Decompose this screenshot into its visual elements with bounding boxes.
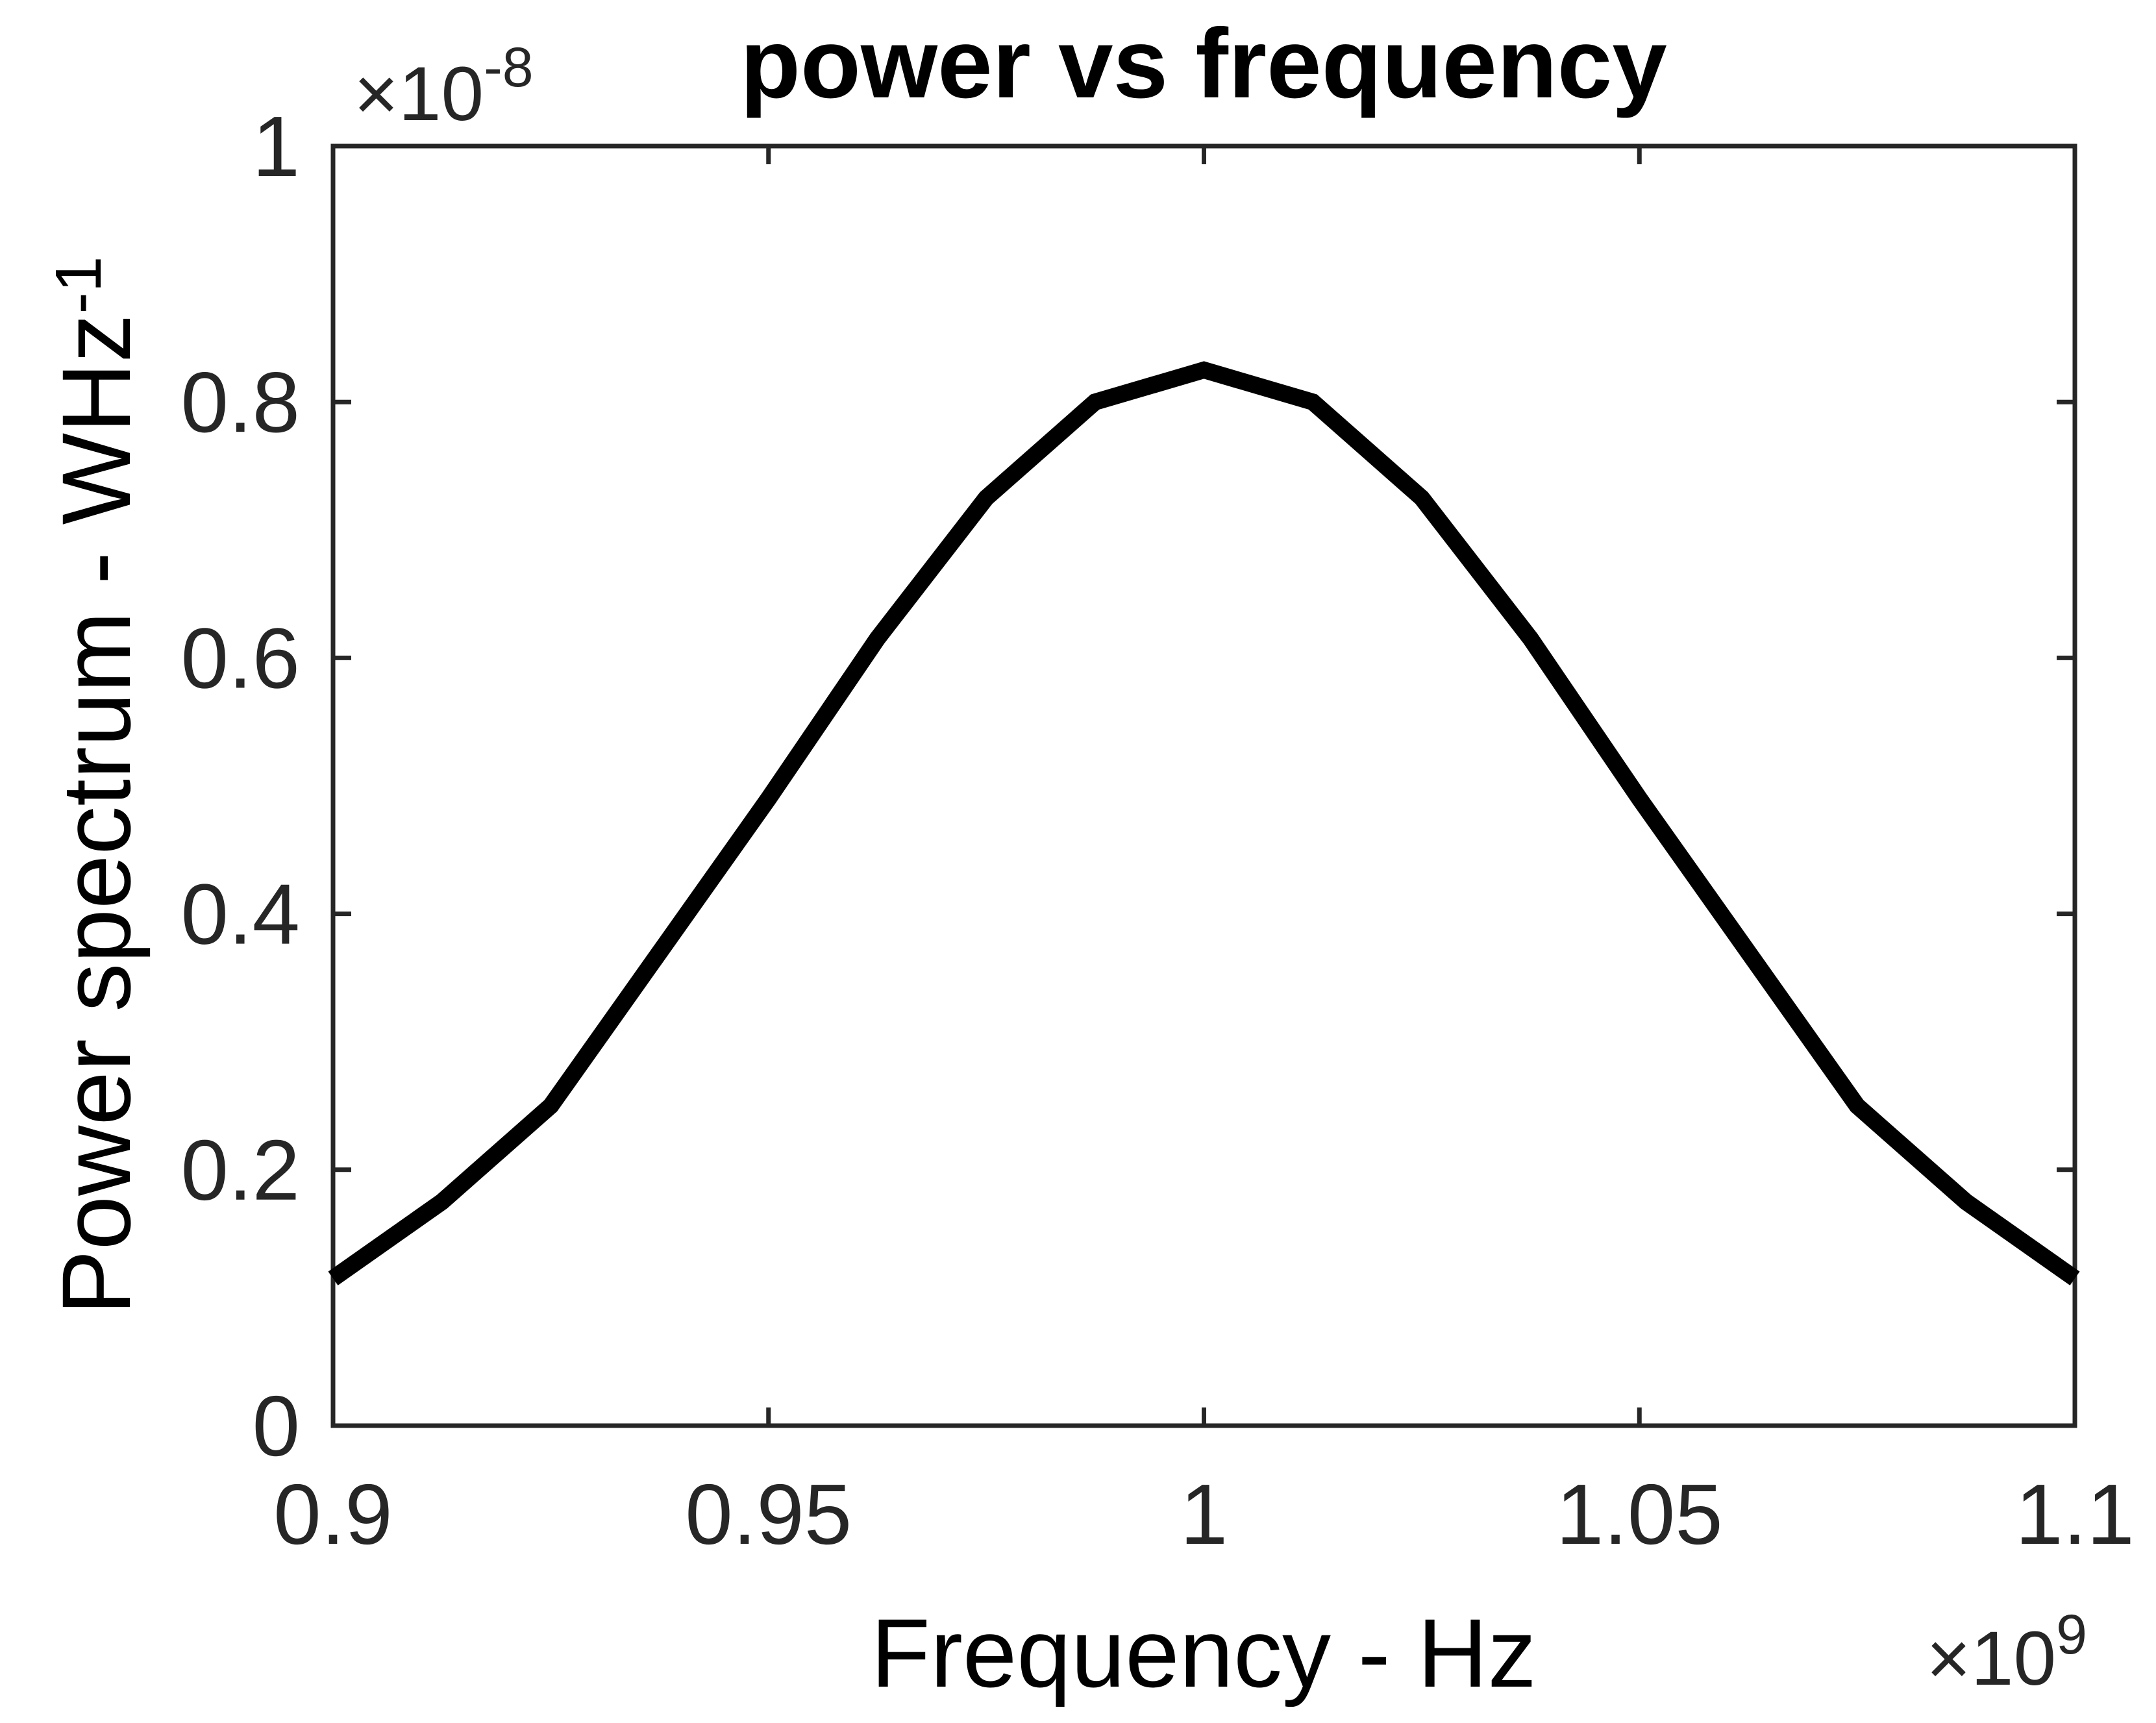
x-tick-labels: 0.9 0.95 1 1.05 1.1 [273, 1467, 2135, 1562]
y-tick-label: 0.4 [181, 867, 301, 962]
y-tick-label: 1 [253, 99, 300, 194]
x-tick-label: 1.05 [1556, 1467, 1723, 1562]
x-axis-exponent: ×109 [1926, 1604, 2087, 1702]
chart-title: power vs frequency [740, 8, 1667, 119]
x-exponent-superscript: 9 [2056, 1604, 2087, 1666]
y-tick-label: 0.2 [181, 1122, 301, 1218]
y-exponent-base: ×10 [354, 51, 484, 137]
x-axis-label: Frequency - Hz [871, 1598, 1536, 1707]
y-tick-labels: 0 0.2 0.4 0.6 0.8 1 [181, 99, 301, 1474]
y-axis-label-base: Power spectrum - WHz [42, 314, 151, 1315]
x-tick-label: 0.95 [685, 1467, 852, 1562]
x-tick-label: 1 [1180, 1467, 1228, 1562]
power-curve [328, 361, 2080, 1285]
y-axis-label-superscript: -1 [42, 256, 115, 314]
y-axis-label: Power spectrum - WHz-1 [42, 256, 151, 1315]
y-exponent-superscript: -8 [484, 36, 533, 99]
y-tick-label: 0 [253, 1378, 300, 1474]
y-tick-label: 0.8 [181, 354, 301, 450]
y-axis-exponent: ×10-8 [354, 36, 534, 137]
y-tick-label: 0.6 [181, 610, 301, 706]
x-exponent-base: ×10 [1926, 1616, 2056, 1702]
plot-box [330, 143, 2077, 1428]
x-tick-label: 1.1 [2015, 1467, 2135, 1562]
x-tick-label: 0.9 [273, 1467, 393, 1562]
axis-ticks [330, 143, 2077, 1428]
